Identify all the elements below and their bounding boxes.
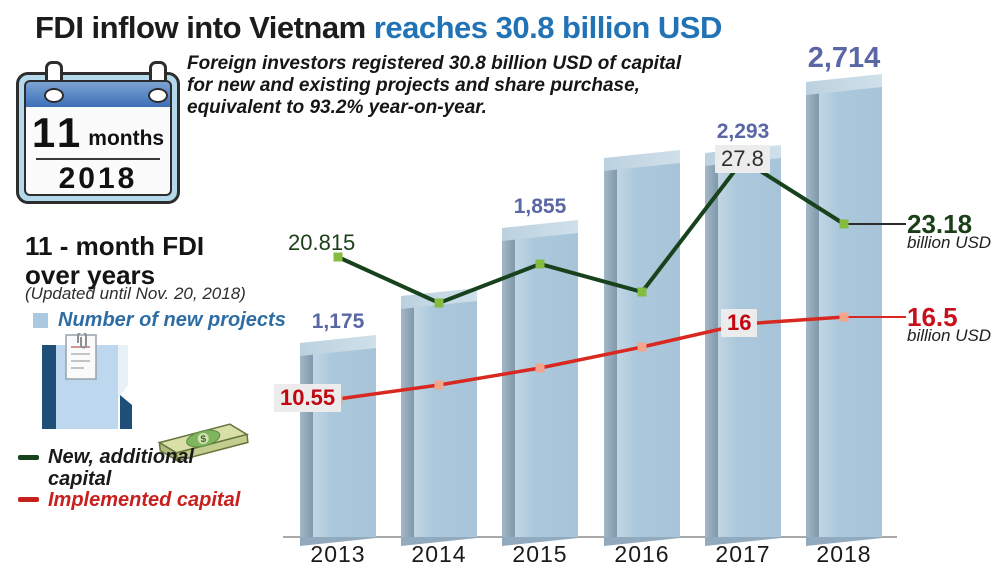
calendar-hole-icon: [148, 88, 168, 103]
description-text: Foreign investors registered 30.8 billio…: [187, 53, 681, 119]
bar-side-face: [300, 345, 313, 537]
bar-value-label-2013: 1,175: [311, 310, 365, 333]
green-line-swatch-icon: [18, 455, 39, 460]
folder-icon: [42, 333, 132, 429]
year-label-2014: 2014: [411, 541, 467, 563]
end-value-16.5: 16.5: [907, 302, 958, 332]
paperclip-icon: [77, 333, 87, 349]
year-label-2015: 2015: [512, 541, 568, 563]
legend-new-additional-line-1: New, additional: [48, 446, 194, 468]
description-line-1: Foreign investors registered 30.8 billio…: [187, 53, 682, 74]
point-label-16: 16: [721, 309, 758, 337]
bar-2016: [604, 150, 680, 546]
point-label-20.815: 20.815: [288, 230, 356, 255]
updated-note: (Updated until Nov. 20, 2018): [25, 284, 246, 303]
bar-front-face: [819, 84, 882, 537]
bar-side-face: [705, 155, 718, 537]
calendar-divider: [36, 158, 160, 160]
bar-value-label-2018: 2,714: [807, 42, 881, 74]
calendar-header: [24, 80, 172, 109]
bar-2018: [806, 74, 882, 546]
point-label-10.55: 10.55: [274, 384, 342, 412]
calendar-month-number: 11: [31, 109, 85, 156]
blue-square-swatch-icon: [33, 313, 48, 328]
calendar-icon: 11 months 2018: [16, 61, 180, 204]
red-line-swatch-icon: [18, 497, 39, 502]
bar-side-face: [806, 84, 819, 537]
legend-item-implemented: Implemented capital: [48, 489, 241, 511]
bar-value-label-2017: 2,293: [716, 120, 770, 143]
year-label-2017: 2017: [715, 541, 771, 563]
legend-item-new-projects: Number of new projects: [33, 309, 286, 332]
page-title-black: FDI inflow into Vietnam: [35, 10, 366, 45]
x-axis-line: [283, 536, 897, 538]
point-label-27.8: 27.8: [715, 145, 770, 173]
chart-heading-line-1: 11 - month FDI: [25, 231, 205, 261]
chart-heading: 11 - month FDI over years: [25, 232, 204, 290]
legend-new-projects-label: Number of new projects: [58, 309, 286, 331]
bar-2014: [401, 288, 477, 546]
year-label-2018: 2018: [816, 541, 872, 563]
bar-front-face: [617, 160, 680, 537]
bar-value-label-2015: 1,855: [513, 195, 567, 218]
calendar-year: 2018: [58, 162, 138, 195]
year-label-2016: 2016: [614, 541, 670, 563]
calendar-body: 11 months 2018: [24, 107, 172, 196]
bar-front-face: [515, 230, 578, 537]
bar-front-face: [313, 345, 376, 537]
legend-new-additional-line-2: capital: [48, 468, 112, 490]
description-line-2: for new and existing projects and share …: [187, 75, 640, 96]
year-label-2013: 2013: [310, 541, 366, 563]
legend-item-new-additional: New, additional capital: [48, 446, 194, 490]
bar-2013: [300, 335, 376, 546]
dollar-sign: $: [200, 434, 207, 446]
end-value-23.18: 23.18: [907, 209, 973, 239]
money-banknote-icon: $: [157, 423, 249, 463]
bar-2017: [705, 145, 781, 546]
bar-front-face: [718, 155, 781, 537]
page-title-blue: reaches 30.8 billion USD: [373, 10, 723, 45]
end-unit: billion USD: [907, 326, 992, 345]
description-line-3: equivalent to 93.2% year-on-year.: [187, 97, 487, 118]
calendar-hole-icon: [44, 88, 64, 103]
bar-2015: [502, 220, 578, 546]
bar-front-face: [414, 298, 477, 537]
chart-heading-line-2: over years: [25, 260, 156, 290]
bar-side-face: [502, 230, 515, 537]
end-unit: billion USD: [907, 233, 992, 252]
page-title: FDI inflow into Vietnam reaches 30.8 bil…: [35, 10, 722, 46]
calendar-month-word: months: [88, 127, 165, 150]
